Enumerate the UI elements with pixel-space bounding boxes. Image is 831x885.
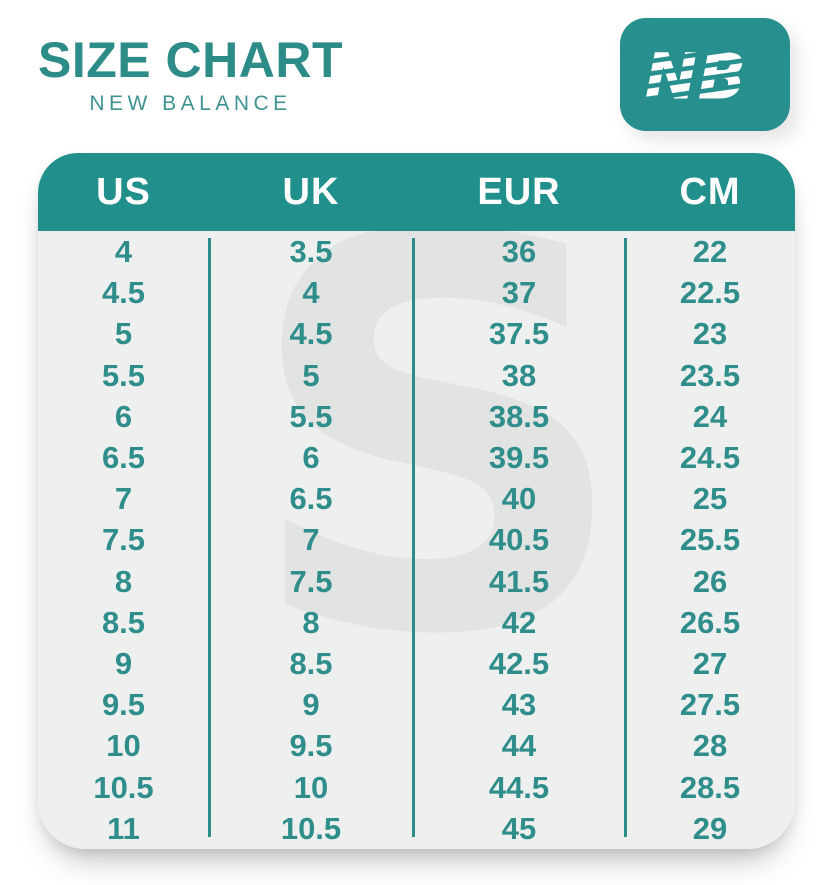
column-divider [624, 238, 627, 837]
size-cell: 36 [501, 234, 537, 270]
size-cell: 42 [501, 604, 537, 640]
size-cell: 8 [114, 563, 133, 599]
table-header-row: US UK EUR CM [38, 153, 795, 231]
size-cell: 44.5 [488, 769, 550, 805]
size-cell: 27.5 [679, 687, 741, 723]
size-cell: 11 [107, 810, 140, 846]
nb-monogram-text: NB [645, 39, 747, 113]
size-cell: 29 [692, 810, 728, 846]
size-cell: 24.5 [679, 440, 741, 476]
size-cell: 25 [692, 481, 728, 517]
size-cell: 9.5 [289, 728, 333, 764]
size-cell: 26.5 [679, 604, 741, 640]
size-cell: 6.5 [101, 440, 146, 476]
table-cells: 4 3.5 36 22 4.5 4 37 22.5 5 4.5 37.5 23 5.5 5 38 23.5 6 5… [38, 231, 795, 849]
size-cell: 40.5 [488, 522, 550, 558]
size-cell: 25.5 [679, 522, 741, 558]
title-block: SIZE CHART NEW BALANCE [38, 34, 343, 116]
size-cell: 8.5 [289, 646, 333, 682]
size-cell: 4.5 [289, 316, 333, 352]
size-cell: 10 [293, 769, 329, 805]
size-cell: 7.5 [289, 563, 333, 599]
nb-monogram-icon: NB [645, 39, 747, 113]
column-header-cm: CM [679, 170, 741, 213]
size-cell: 5.5 [289, 398, 333, 434]
size-cell: 6 [114, 398, 133, 434]
size-cell: 7.5 [101, 522, 146, 558]
size-cell: 23.5 [679, 357, 741, 393]
size-cell: 4 [302, 275, 320, 311]
column-header-uk: UK [282, 170, 340, 213]
table-body: S 4 3.5 36 22 4.5 4 37 22.5 5 4.5 37.5 23 5.5 5 38 23.5… [38, 231, 795, 849]
size-cell: 5 [114, 316, 133, 352]
size-cell: 4.5 [101, 275, 146, 311]
size-cell: 10.5 [280, 810, 342, 846]
column-divider [412, 238, 415, 837]
brand-subtitle: NEW BALANCE [89, 91, 292, 115]
size-cell: 7 [302, 522, 320, 558]
size-cell: 6 [302, 440, 320, 476]
size-cell: 37.5 [488, 316, 550, 352]
size-cell: 26 [692, 563, 728, 599]
size-cell: 23 [692, 316, 728, 352]
size-cell: 5.5 [101, 357, 146, 393]
size-cell: 37 [501, 275, 537, 311]
size-cell: 28 [692, 728, 728, 764]
size-cell: 22 [692, 234, 728, 270]
size-cell: 10 [106, 728, 141, 764]
size-cell: 39.5 [488, 440, 550, 476]
new-balance-logo: NB [620, 18, 790, 131]
size-cell: 3.5 [289, 234, 333, 270]
column-divider [208, 238, 211, 837]
size-cell: 8 [302, 604, 320, 640]
size-cell: 28.5 [679, 769, 741, 805]
size-cell: 10.5 [93, 769, 154, 805]
size-cell: 40 [501, 481, 537, 517]
size-cell: 22.5 [679, 275, 741, 311]
column-header-eur: EUR [477, 170, 561, 213]
size-cell: 4 [114, 234, 133, 270]
size-cell: 24 [692, 398, 728, 434]
size-cell: 38 [501, 357, 537, 393]
size-cell: 44 [501, 728, 537, 764]
size-cell: 7 [114, 481, 133, 517]
size-chart-table: US UK EUR CM S 4 3.5 36 22 4.5 4 37 22.5 5 4.5 37.… [38, 153, 795, 849]
size-cell: 5 [302, 357, 320, 393]
size-cell: 43 [501, 687, 537, 723]
size-cell: 45 [501, 810, 537, 846]
size-cell: 38.5 [488, 398, 550, 434]
size-cell: 8.5 [101, 604, 146, 640]
size-cell: 6.5 [289, 481, 333, 517]
size-cell: 9.5 [101, 687, 146, 723]
size-cell: 27 [692, 646, 728, 682]
column-header-us: US [96, 170, 151, 213]
size-cell: 41.5 [488, 563, 550, 599]
page-title: SIZE CHART [38, 32, 343, 88]
size-cell: 42.5 [488, 646, 550, 682]
size-cell: 9 [114, 646, 133, 682]
size-cell: 9 [302, 687, 320, 723]
